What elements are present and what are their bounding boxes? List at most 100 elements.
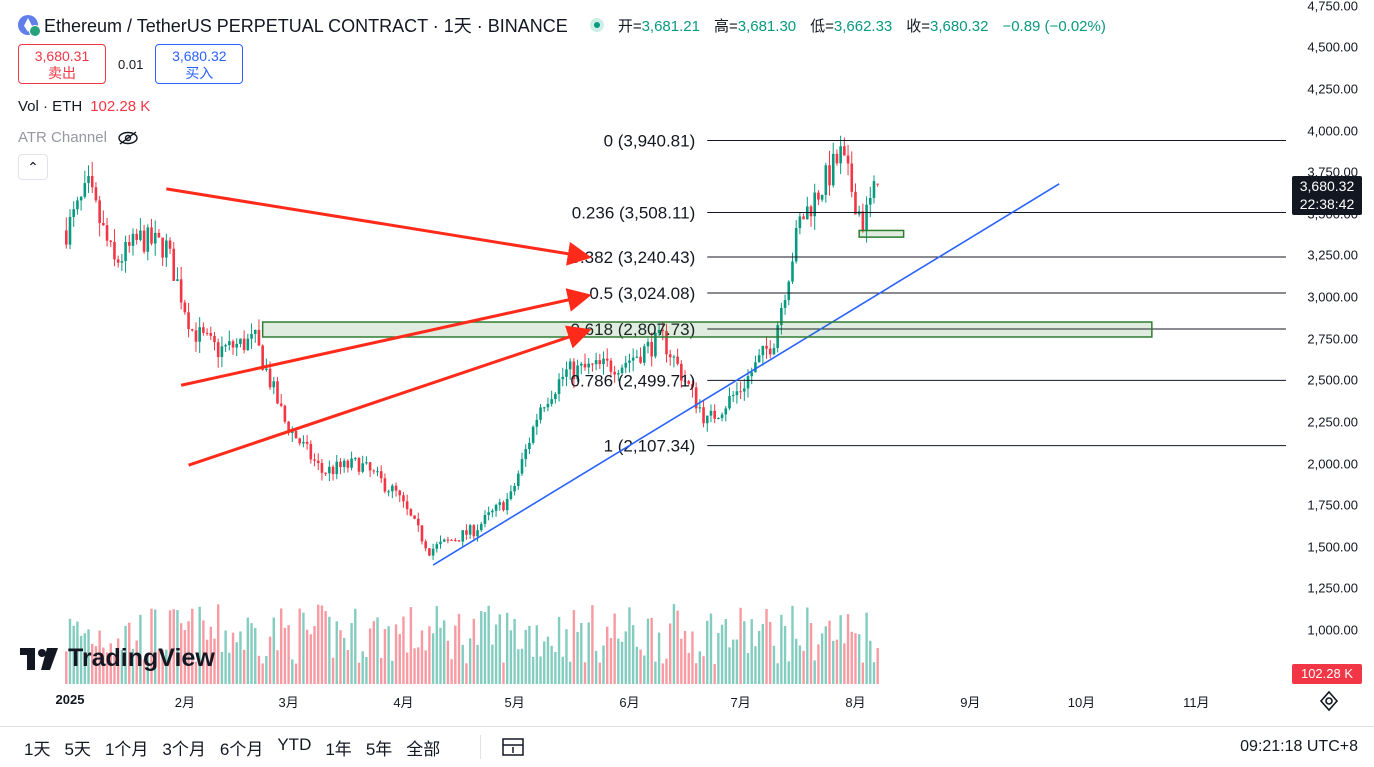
range-button[interactable]: 1天 (24, 739, 51, 759)
range-button[interactable]: 5年 (365, 739, 393, 759)
volume-bar (294, 663, 298, 684)
volume-bar (720, 624, 724, 684)
candle-body (865, 204, 868, 232)
candle-body (346, 460, 350, 468)
date-range-icon[interactable] (480, 735, 525, 759)
support-zone (261, 321, 1153, 338)
volume-bar (409, 607, 413, 684)
candle-body (172, 248, 176, 281)
volume-bar (254, 627, 257, 684)
volume-bar (787, 661, 790, 684)
candle-body (190, 329, 194, 331)
volume-bar (757, 630, 761, 684)
volume-bar (265, 655, 268, 684)
time-axis-tick: 4月 (393, 695, 414, 710)
volume-bar (376, 617, 379, 684)
candle-body (446, 539, 450, 541)
price-axis-tick: 1,750.00 (1307, 497, 1358, 513)
volume-bar (539, 656, 542, 684)
volume-bar (713, 663, 716, 684)
range-button[interactable]: 5天 (64, 739, 91, 759)
candle-body (854, 191, 857, 215)
candle-body (68, 216, 72, 245)
volume-bar (79, 635, 83, 684)
volume-bar (309, 634, 313, 684)
volume-bar (483, 611, 487, 684)
volume-bar (198, 606, 201, 684)
ohlc-key: 收= (906, 17, 931, 35)
candle-body (116, 259, 120, 263)
volume-bar (279, 608, 283, 684)
symbol-title[interactable]: Ethereum / TetherUS PERPETUAL CONTRACT ·… (44, 16, 568, 36)
volume-bar (650, 617, 653, 684)
atr-legend[interactable]: ATR Channel (18, 129, 1106, 146)
price-axis-tick: 2,250.00 (1307, 414, 1358, 430)
candle-body (420, 525, 424, 542)
range-button[interactable]: YTD (277, 734, 312, 754)
volume-bar (261, 663, 264, 684)
price-axis-tick: 2,500.00 (1307, 372, 1358, 388)
sell-button[interactable]: 3,680.31 卖出 (18, 44, 106, 84)
candle-body (383, 478, 387, 492)
range-button[interactable]: 1个月 (104, 739, 149, 759)
volume-bar (835, 639, 839, 684)
candle-body (283, 405, 287, 422)
candle-body (127, 242, 131, 246)
volume-bar (528, 625, 531, 684)
volume-bar (498, 614, 501, 684)
clock[interactable]: 09:21:18 UTC+8 (1240, 738, 1358, 755)
candle-body (153, 232, 157, 244)
last-price-value: 3,680.32 (1299, 178, 1355, 194)
candle-body (654, 332, 657, 357)
range-button[interactable]: 1年 (325, 739, 352, 759)
price-axis[interactable]: 4,750.00 4,500.00 4,250.00 4,000.00 3,750.00… (1290, 0, 1374, 684)
range-button[interactable]: 全部 (406, 739, 441, 759)
settings-icon[interactable] (1318, 690, 1340, 712)
buy-button[interactable]: 3,680.32 买入 (155, 44, 244, 84)
volume-bar (676, 610, 679, 684)
price-chart[interactable]: 0 (3,940.81) 0.236 (3,508.11) 0.382 (3,240… (0, 0, 1290, 684)
candle-body (739, 391, 742, 393)
price-axis-tick: 3,000.00 (1307, 289, 1358, 305)
fib-level-label: 0.382 (3,240.43) (570, 248, 695, 267)
volume-bar (776, 663, 779, 684)
candle-body (672, 356, 676, 358)
candle-body (209, 333, 213, 336)
spread-value: 0.01 (118, 56, 144, 72)
volume-bar (287, 625, 290, 684)
candle-body (320, 463, 324, 473)
volume-bar (450, 659, 453, 684)
price-axis-tick: 4,500.00 (1307, 39, 1358, 55)
collapse-legend-button[interactable]: ⌃ (18, 154, 48, 180)
candle-body (517, 473, 520, 486)
tradingview-icon (20, 647, 58, 670)
time-axis[interactable]: 2025 2月 3月 4月 5月 6月 7月 8月 9月 10月 11月 (0, 684, 1290, 718)
volume-bar (317, 604, 320, 684)
candle-body (409, 509, 413, 516)
volume-legend[interactable]: Vol · ETH 102.28 K (18, 98, 1106, 115)
volume-bar (246, 617, 250, 684)
candle-body (72, 209, 76, 217)
volume-bar (328, 616, 331, 684)
candle-body (353, 458, 357, 460)
candle-body (680, 363, 683, 381)
range-button[interactable]: 6个月 (219, 739, 264, 759)
volume-bar (576, 631, 579, 684)
candle-body (316, 460, 320, 464)
candle-body (442, 539, 446, 542)
candle-body (479, 523, 483, 531)
volume-bar (709, 613, 713, 684)
candle-body (279, 403, 283, 406)
eye-hidden-icon[interactable] (117, 130, 139, 145)
candle-body (339, 461, 342, 468)
tradingview-logo[interactable]: TradingView (20, 644, 215, 673)
volume-bar (165, 649, 168, 684)
candle-body (454, 540, 457, 542)
price-axis-tick: 1,500.00 (1307, 539, 1358, 555)
candle-body (743, 388, 746, 392)
candle-body (639, 356, 642, 363)
time-axis-tick: 9月 (960, 695, 981, 710)
ethereum-icon (18, 15, 41, 37)
range-button[interactable]: 3个月 (162, 739, 206, 759)
volume-bar (331, 657, 335, 684)
